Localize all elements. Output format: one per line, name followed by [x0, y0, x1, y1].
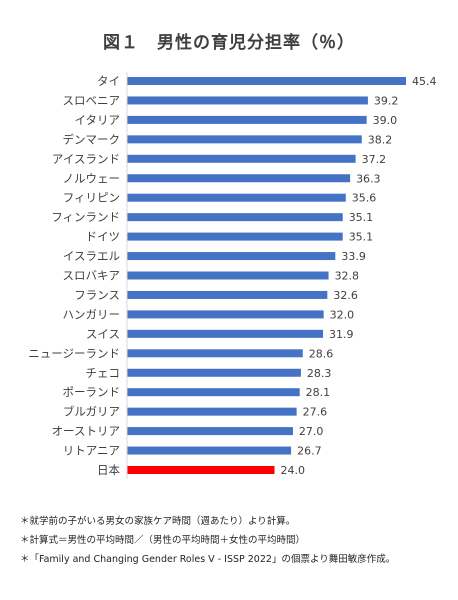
- bar: [127, 466, 275, 474]
- bar: [127, 368, 301, 377]
- category-label: アイスランド: [52, 152, 120, 166]
- footnote-credit: ＊「Family and Changing Gender Roles V - I…: [20, 554, 396, 565]
- value-label: 32.0: [330, 308, 355, 321]
- category-label: スイス: [86, 327, 120, 341]
- value-label: 37.2: [362, 153, 387, 166]
- footnotes: ＊就学前の子がいる男女の家族ケア時間（週あたり）より計算。 ＊計算式＝男性の平均…: [20, 512, 450, 569]
- category-label: デンマーク: [63, 132, 121, 146]
- category-label: 日本: [97, 463, 120, 477]
- value-label: 35.1: [349, 211, 374, 224]
- bar: [127, 271, 329, 280]
- value-label: 31.9: [329, 328, 354, 341]
- value-label: 26.7: [297, 445, 322, 458]
- value-label: 28.3: [307, 367, 332, 380]
- category-label: イタリア: [74, 113, 120, 127]
- category-label: スロバキア: [63, 269, 121, 283]
- bar: [127, 252, 336, 261]
- chart-title: 図１ 男性の育児分担率（％）: [103, 33, 355, 53]
- value-label: 33.9: [341, 250, 366, 263]
- footnote-formula: ＊計算式＝男性の平均時間／（男性の平均時間＋女性の平均時間）: [20, 535, 306, 546]
- value-label: 39.0: [373, 114, 398, 127]
- category-label: スロベニア: [63, 93, 121, 107]
- category-label: チェコ: [86, 366, 121, 380]
- category-label: ポーランド: [63, 385, 121, 399]
- bar: [127, 232, 343, 241]
- category-label: フィリピン: [63, 191, 120, 205]
- value-label: 27.6: [303, 406, 328, 419]
- category-label: ニュージーランド: [28, 346, 120, 360]
- footnote-source-data: ＊就学前の子がいる男女の家族ケア時間（週あたり）より計算。: [20, 516, 296, 527]
- bar: [127, 77, 406, 85]
- bar: [127, 310, 324, 319]
- category-label: リトアニア: [63, 444, 120, 458]
- bar: [127, 290, 328, 299]
- bar: [127, 96, 368, 105]
- category-label: フィンランド: [51, 210, 120, 224]
- bar: [127, 213, 343, 222]
- bar: [127, 174, 351, 183]
- category-label: イスラエル: [63, 249, 120, 263]
- value-label: 32.8: [335, 270, 360, 283]
- value-label: 35.6: [352, 192, 377, 205]
- value-label: 36.3: [356, 172, 381, 185]
- value-label: 27.0: [299, 425, 324, 438]
- bar: [127, 154, 356, 163]
- bar: [127, 135, 362, 144]
- bar: [127, 388, 300, 397]
- bar: [127, 349, 303, 358]
- bar: [127, 193, 346, 202]
- bar: [127, 427, 293, 436]
- value-label: 35.1: [349, 231, 374, 244]
- category-label: オーストリア: [52, 424, 120, 438]
- bar: [127, 446, 292, 455]
- category-label: ドイツ: [86, 230, 121, 244]
- value-label: 38.2: [368, 133, 393, 146]
- category-label: フランス: [74, 288, 120, 302]
- category-label: ノルウェー: [63, 171, 121, 185]
- value-label: 28.6: [309, 347, 334, 360]
- bar: [127, 329, 324, 338]
- value-label: 45.4: [412, 75, 437, 88]
- value-label: 32.6: [333, 289, 358, 302]
- bar: [127, 407, 297, 416]
- bar: [127, 115, 367, 124]
- value-label: 39.2: [374, 94, 399, 107]
- category-label: タイ: [97, 74, 120, 88]
- value-label: 28.1: [306, 386, 331, 399]
- value-label: 24.0: [280, 464, 305, 477]
- category-label: ハンガリー: [63, 307, 121, 321]
- category-label: ブルガリア: [63, 405, 120, 419]
